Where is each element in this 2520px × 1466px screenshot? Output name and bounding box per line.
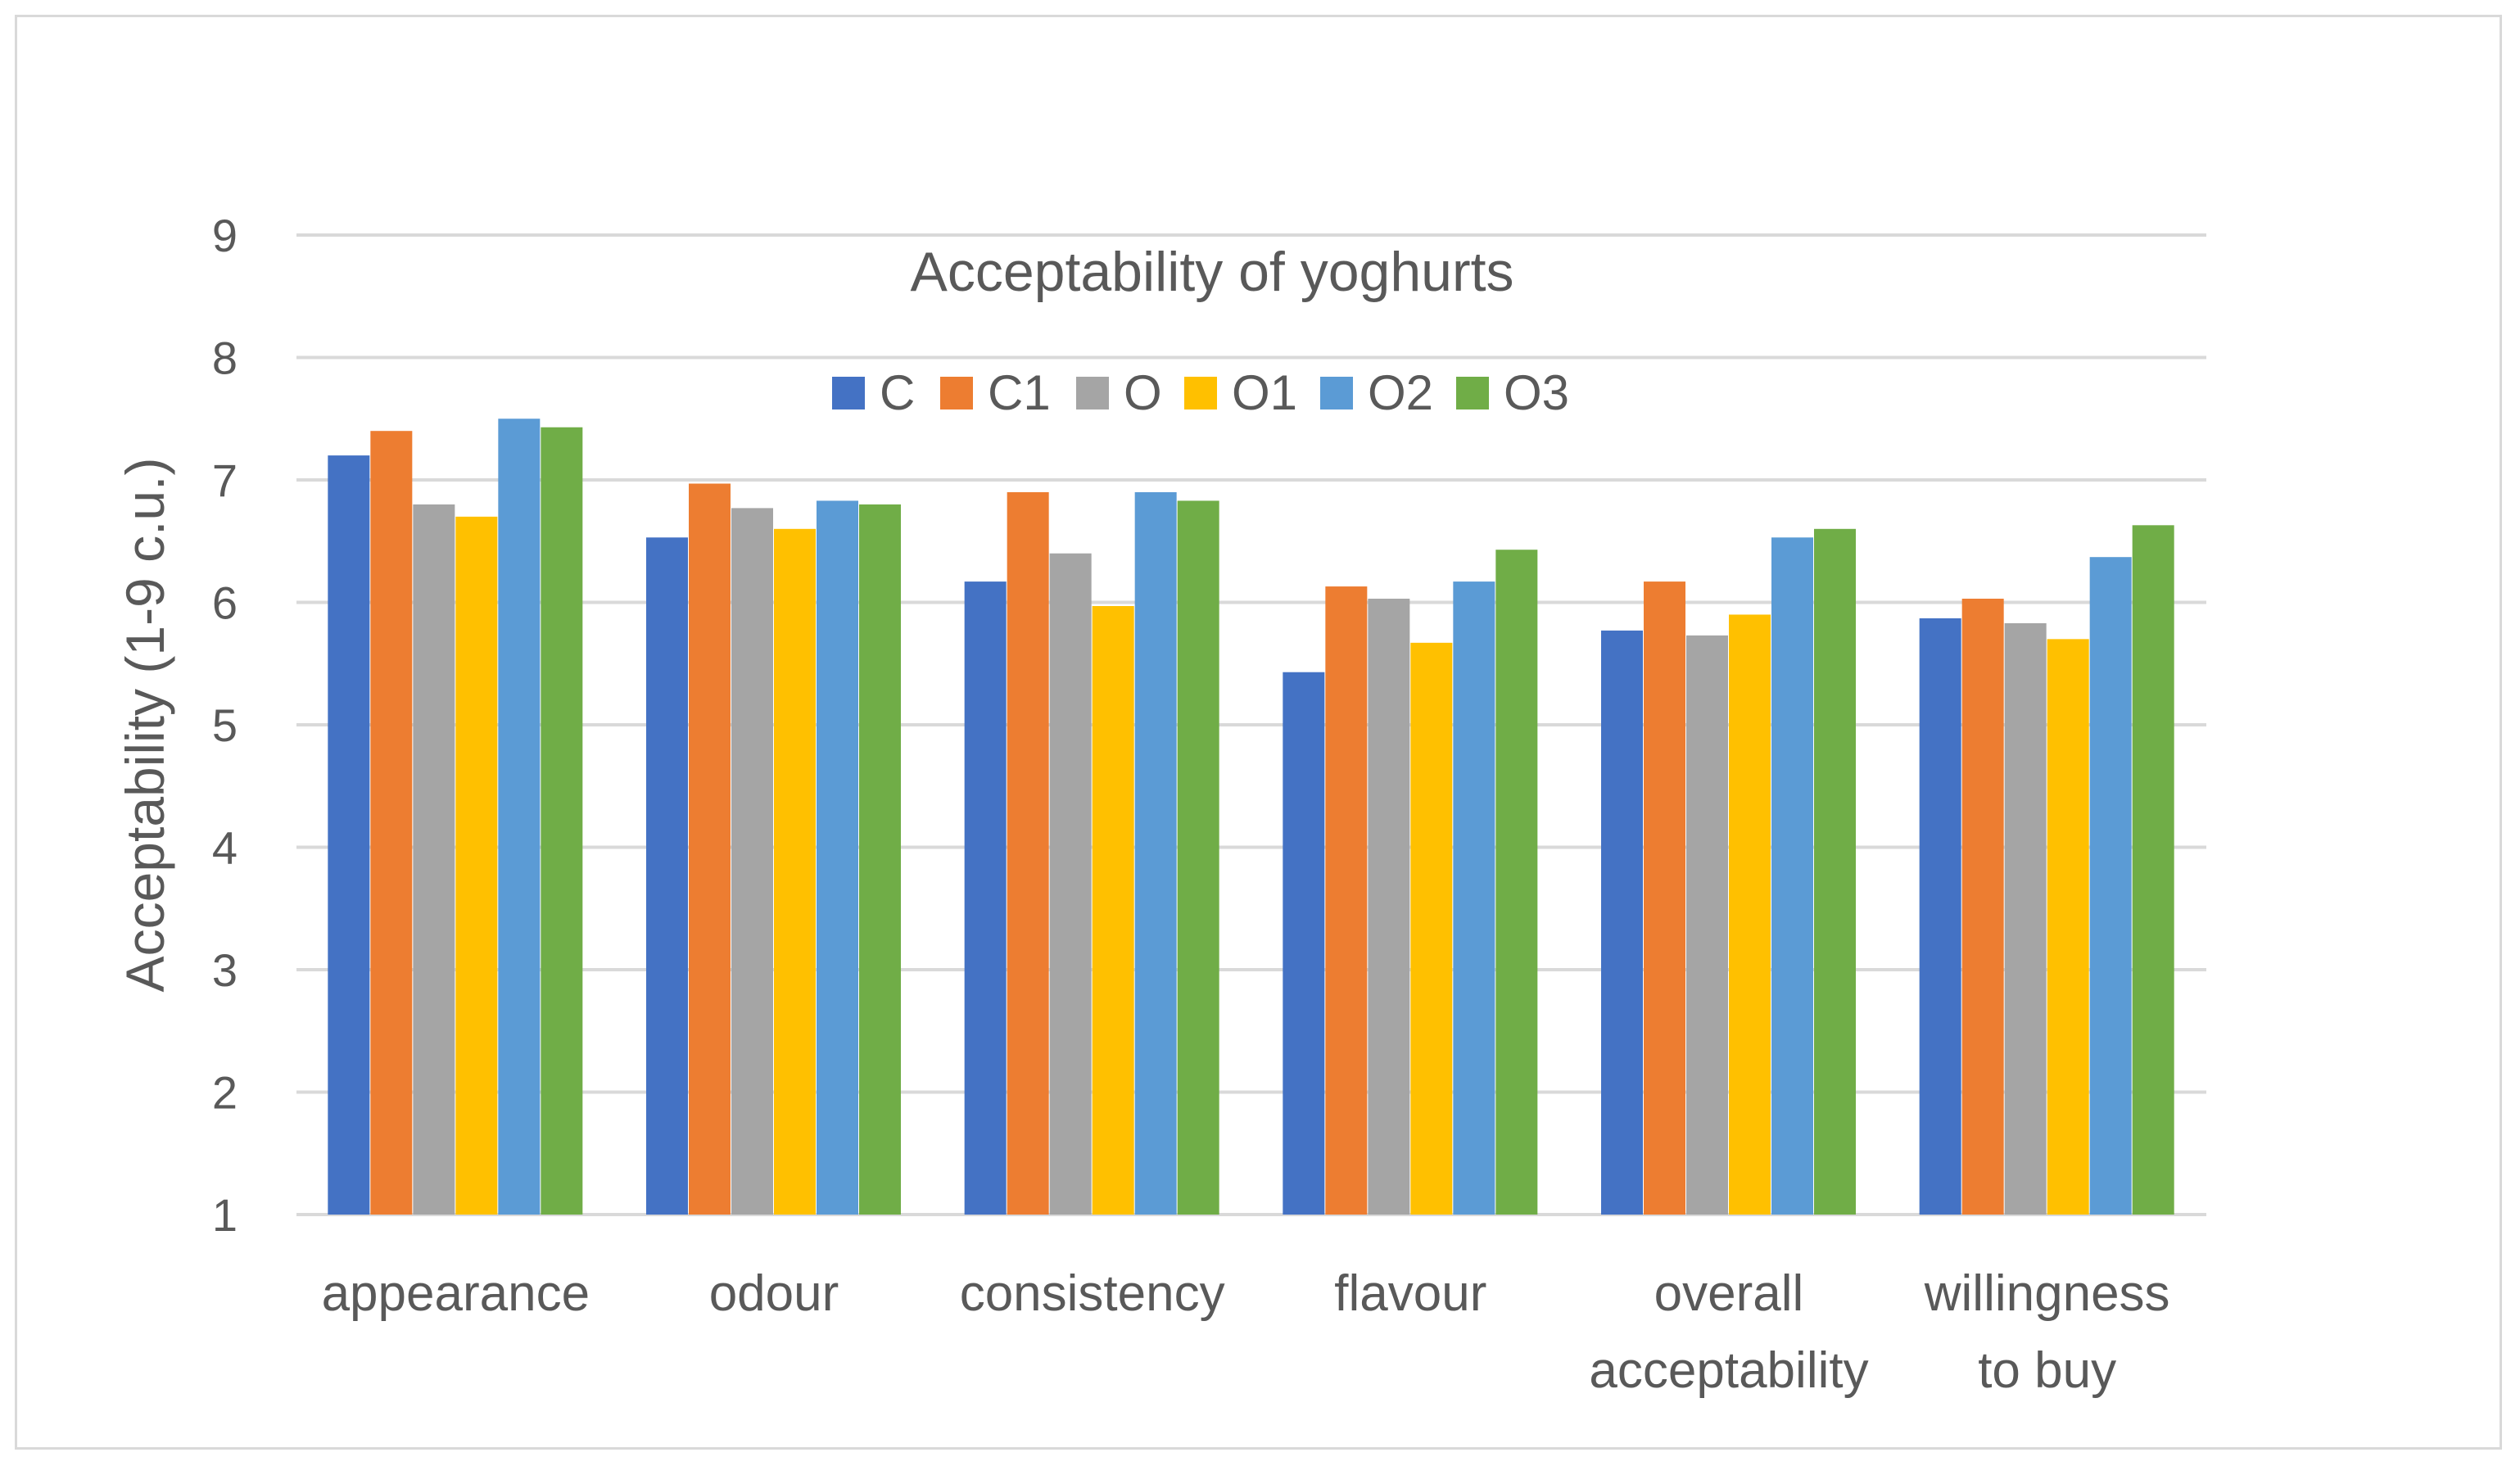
bar-c1: [370, 431, 413, 1215]
x-category-label: consistency: [960, 1265, 1225, 1322]
bar-o1: [1410, 642, 1453, 1215]
bar-c1: [1644, 581, 1685, 1215]
legend-label: O: [1124, 365, 1162, 420]
x-category-label: willingness: [1924, 1265, 2170, 1322]
bar-c: [328, 455, 370, 1215]
bar-o3: [541, 427, 583, 1215]
gridlines: [296, 233, 2206, 1216]
bar-o1: [1092, 605, 1134, 1215]
bar-o3: [2132, 525, 2174, 1215]
legend-swatch-c1: [940, 377, 973, 409]
x-category-label: overall: [1654, 1265, 1804, 1322]
bar-c1: [1007, 491, 1049, 1215]
bar-c: [1283, 672, 1325, 1215]
bar-o1: [2047, 639, 2089, 1215]
legend-label: C1: [988, 365, 1051, 420]
legend: C C1 O O1 O2 O3: [832, 365, 1569, 420]
bar-c1: [1325, 586, 1368, 1215]
bar-o1: [1729, 614, 1771, 1215]
x-category-label: appearance: [322, 1265, 590, 1322]
legend-label: C: [880, 365, 915, 420]
bar-o2: [498, 419, 541, 1215]
y-tick-label: 9: [212, 210, 238, 261]
legend-swatch-o2: [1320, 377, 1353, 409]
y-tick-label: 3: [212, 944, 238, 996]
bar-o: [731, 508, 773, 1215]
bar-o: [413, 504, 455, 1215]
y-tick-label: 1: [212, 1189, 238, 1241]
bar-c: [1919, 618, 1961, 1215]
bar-o3: [1177, 500, 1219, 1215]
x-category-label: flavour: [1334, 1265, 1486, 1322]
bar-o3: [859, 504, 901, 1215]
x-axis-categories: appearance odour consistency flavour overall…: [322, 1265, 2170, 1399]
x-category-label: to buy: [1978, 1342, 2116, 1399]
y-tick-label: 4: [212, 822, 238, 874]
y-tick-label: 7: [212, 455, 238, 506]
bar-o1: [455, 516, 498, 1215]
bar-o3: [1495, 550, 1538, 1215]
legend-swatch-o1: [1184, 377, 1217, 409]
bar-o2: [1134, 491, 1177, 1215]
y-tick-label: 2: [212, 1067, 238, 1119]
y-tick-label: 8: [212, 333, 238, 384]
bar-o2: [1771, 537, 1813, 1215]
legend-label: O1: [1232, 365, 1297, 420]
legend-swatch-o3: [1456, 377, 1489, 409]
bar-o: [1686, 635, 1728, 1215]
x-category-label: odour: [709, 1265, 839, 1322]
bar-c1: [1961, 599, 2004, 1215]
bar-c: [646, 537, 688, 1215]
bar-o: [2004, 622, 2047, 1215]
y-axis-label: Acceptability (1-9 c.u.): [115, 458, 175, 993]
y-axis-ticks: 1 2 3 4 5 6 7 8 9: [212, 210, 238, 1241]
bar-c: [964, 581, 1007, 1215]
bar-c1: [689, 483, 731, 1215]
bars: [328, 419, 2174, 1215]
bar-o1: [774, 528, 816, 1215]
y-tick-label: 6: [212, 577, 238, 629]
bar-c: [1601, 630, 1643, 1215]
legend-label: O3: [1504, 365, 1569, 420]
chart-title: Acceptability of yoghurts: [910, 241, 1513, 303]
legend-label: O2: [1368, 365, 1433, 420]
x-category-label: acceptability: [1589, 1342, 1868, 1399]
bar-o2: [2089, 557, 2132, 1215]
bar-o3: [1814, 528, 1856, 1215]
legend-swatch-o: [1076, 377, 1109, 409]
legend-swatch-c: [832, 377, 865, 409]
bar-o2: [817, 500, 858, 1215]
bar-o: [1368, 599, 1410, 1215]
bar-o2: [1453, 581, 1495, 1215]
bar-o: [1049, 553, 1092, 1215]
y-tick-label: 5: [212, 699, 238, 751]
